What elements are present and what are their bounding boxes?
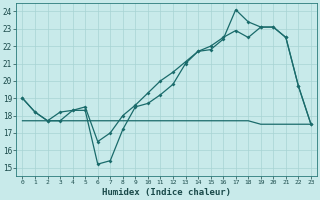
X-axis label: Humidex (Indice chaleur): Humidex (Indice chaleur): [102, 188, 231, 197]
